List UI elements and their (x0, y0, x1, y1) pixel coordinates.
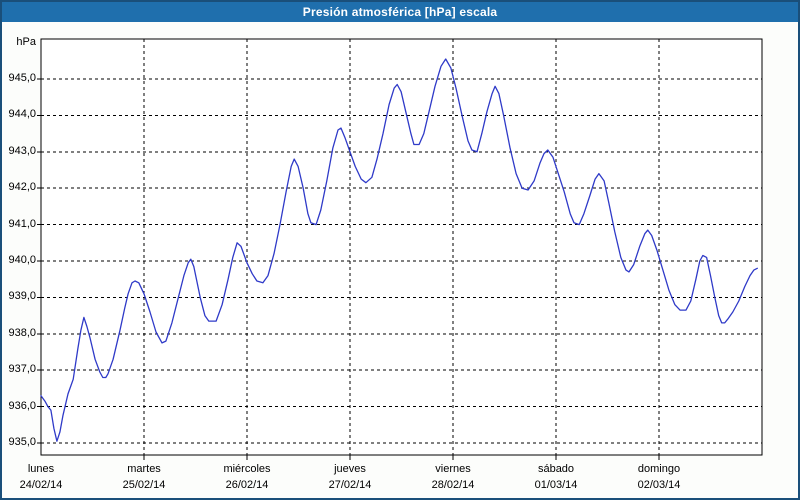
pressure-series-line (40, 58, 758, 442)
x-axis-day-date-label: 02/03/14 (637, 479, 681, 491)
y-axis-tick-label: 941,0 (8, 217, 36, 230)
x-axis-day-name-label: domingo (637, 463, 681, 475)
y-axis-tick-label: 945,0 (8, 72, 36, 84)
x-axis-day-name-label: lunes (27, 463, 55, 475)
chart-title: Presión atmosférica [hPa] escala (302, 4, 498, 19)
y-axis-tick-label: 942,0 (8, 181, 36, 194)
x-axis-day-date-label: 01/03/14 (534, 479, 578, 491)
y-axis-tick-label: 938,0 (8, 326, 36, 339)
x-axis-day-date-label: 25/02/14 (122, 479, 166, 491)
y-axis-unit-label: hPa (16, 36, 36, 48)
x-axis-day-name-label: sábado (537, 463, 575, 475)
x-axis-day-date-label: 24/02/14 (19, 479, 63, 491)
chart-title-bar: Presión atmosférica [hPa] escala (2, 2, 798, 22)
y-axis-tick-label: 937,0 (8, 363, 36, 376)
x-axis-day-date-label: 26/02/14 (225, 479, 269, 491)
y-axis-tick-label: 939,0 (8, 290, 36, 303)
x-axis-day-date-label: 28/02/14 (431, 479, 475, 491)
y-axis-tick-label: 943,0 (8, 144, 36, 157)
y-axis-tick-label: 935,0 (8, 436, 36, 448)
x-axis-day-name-label: viernes (435, 463, 471, 475)
y-axis-tick-label: 944,0 (8, 108, 36, 121)
x-axis-day-name-label: jueves (334, 463, 366, 475)
y-axis-tick-label: 936,0 (8, 399, 36, 412)
x-axis-day-date-label: 27/02/14 (328, 479, 372, 491)
x-axis-day-name-label: miércoles (223, 463, 271, 475)
y-axis-tick-label: 940,0 (8, 254, 36, 266)
x-axis-day-name-label: martes (127, 463, 161, 475)
